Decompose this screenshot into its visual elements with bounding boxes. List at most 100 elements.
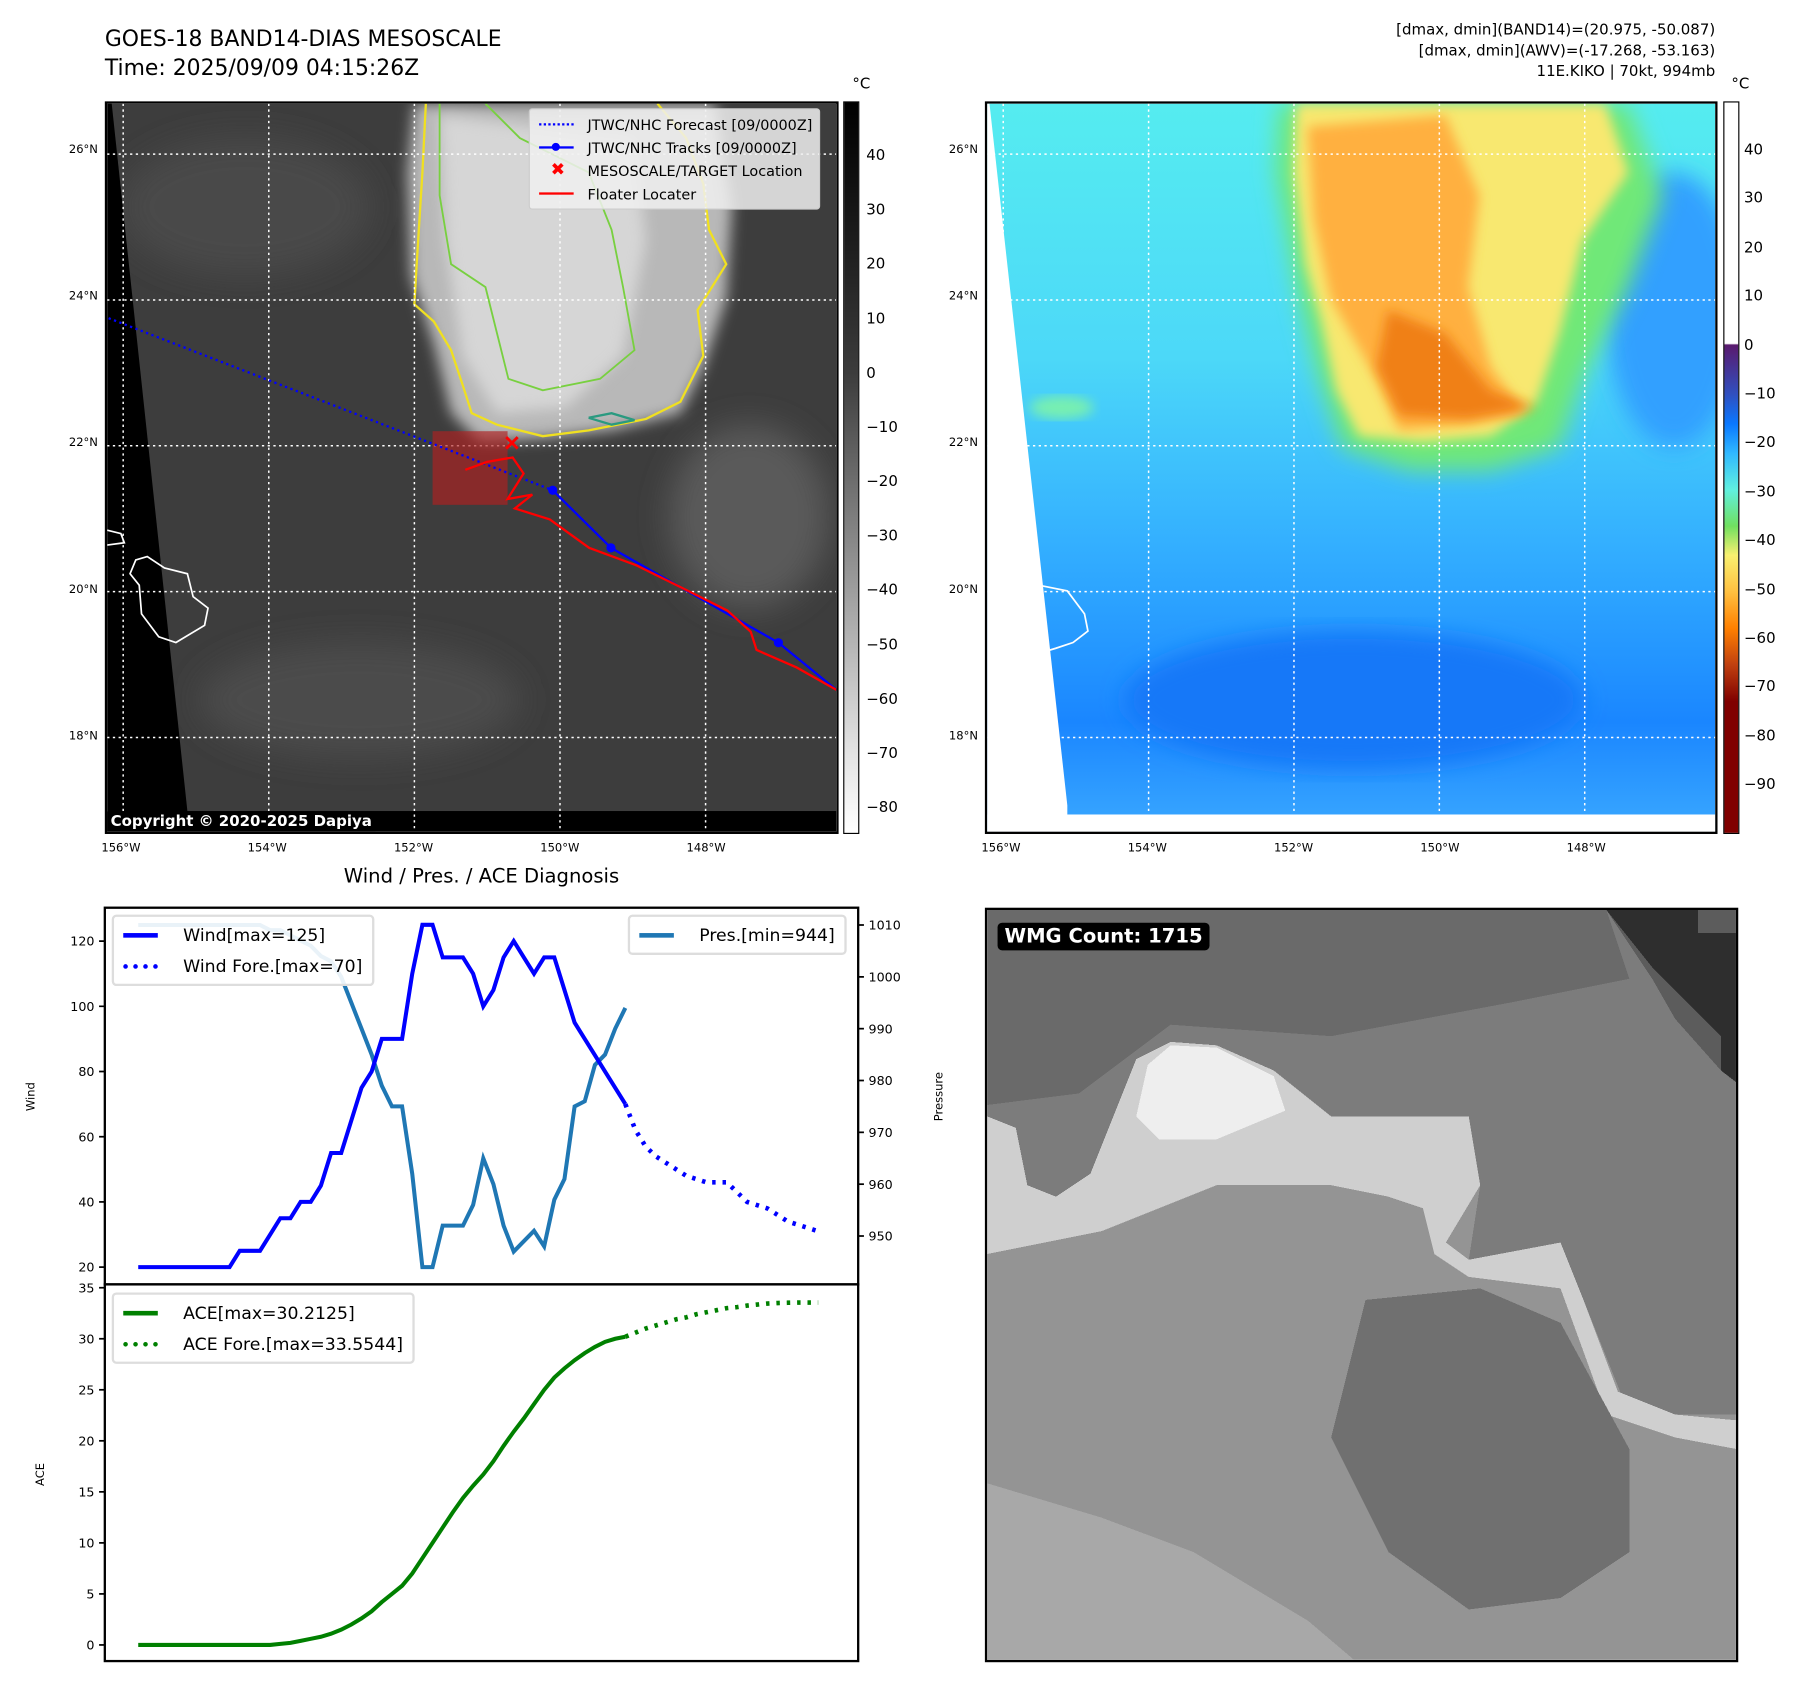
latitude-label: 24°N — [948, 290, 978, 304]
latitude-label: 18°N — [948, 730, 978, 743]
longitude-label: 152°W — [393, 842, 434, 855]
legend-label: JTWC/NHC Forecast [09/0000Z] — [587, 115, 813, 134]
dark-blob — [1331, 1288, 1630, 1610]
colorbar2-tick: 10 — [1744, 288, 1764, 306]
cloud-orange — [1307, 115, 1526, 431]
legend-label: ACE Fore.[max=33.5544] — [183, 1333, 403, 1355]
colorbar1-tick: −60 — [866, 690, 898, 709]
dotted-line-icon — [123, 1341, 158, 1347]
latitude-label: 26°N — [948, 143, 978, 157]
band14-imagery — [107, 103, 837, 832]
pressure-tick: 1010 — [869, 918, 901, 933]
ace-tick: 30 — [78, 1331, 94, 1346]
wind-axis-label: Wind — [24, 1082, 38, 1111]
colorbar1-tick: −10 — [866, 419, 898, 437]
colorbar1-tick: 40 — [866, 147, 886, 165]
wind-tick: 40 — [78, 1195, 94, 1210]
bright-band — [987, 1041, 1736, 1449]
track-point — [548, 485, 558, 495]
line-dot-icon — [537, 139, 576, 155]
colorbar2-tick: 30 — [1744, 190, 1764, 208]
colorbar2-tick: −80 — [1744, 727, 1776, 746]
track-point — [606, 543, 616, 553]
longitude-label: 150°W — [1420, 842, 1460, 855]
dotted-line-icon — [537, 116, 576, 132]
latitude-label: 22°N — [68, 437, 98, 450]
hawaii-coastline — [107, 529, 209, 644]
legend-label: Wind[max=125] — [183, 924, 326, 946]
forecast-track — [108, 317, 554, 492]
latitude-label: 20°N — [68, 583, 98, 597]
band14-stats: [dmax, dmin](BAND14)=(20.975, -50.087) — [1396, 21, 1716, 40]
ace-tick: 35 — [78, 1280, 94, 1295]
ace-fore-line — [624, 1300, 819, 1339]
longitude-label: 150°W — [540, 842, 580, 855]
black-corner — [1606, 910, 1736, 1083]
colorbar1-tick: 10 — [866, 310, 886, 328]
pressure-axis-label: Pressure — [931, 1072, 944, 1121]
awv-map — [984, 101, 1718, 834]
tracks — [108, 317, 837, 692]
legend-label: Floater Locater — [587, 184, 697, 203]
colorbar1-tick: 0 — [866, 364, 876, 383]
awv-colorbar — [1723, 101, 1740, 834]
legend-floater: Floater Locater — [537, 182, 813, 205]
colorbar2-tick: −10 — [1744, 385, 1776, 404]
ace-tick: 10 — [78, 1535, 94, 1550]
ace-legend: ACE[max=30.2125] ACE Fore.[max=33.5544] — [111, 1292, 415, 1364]
wmg-imagery — [987, 910, 1736, 1660]
pressure-tick: 990 — [869, 1021, 893, 1036]
red-line-icon — [537, 185, 576, 201]
small-cloud — [1029, 396, 1094, 419]
longitude-label: 152°W — [1274, 842, 1314, 855]
no-data-bottom — [987, 814, 1716, 832]
legend-forecast: JTWC/NHC Forecast [09/0000Z] — [537, 113, 813, 136]
legend-target: ✖ MESOSCALE/TARGET Location — [537, 159, 813, 182]
colorbar1-unit: °C — [852, 76, 871, 94]
legend-label: JTWC/NHC Tracks [09/0000Z] — [587, 138, 797, 157]
colorbar2-tick: −60 — [1744, 630, 1776, 648]
colorbar2-tick: 0 — [1744, 337, 1754, 355]
track-point — [773, 638, 783, 648]
wind-legend: Wind[max=125] Wind Fore.[max=70] — [111, 914, 374, 987]
latitude-label: 18°N — [68, 730, 98, 743]
wind-tick: 60 — [78, 1129, 94, 1144]
latitude-label: 24°N — [68, 290, 98, 304]
awv-imagery — [987, 103, 1716, 832]
pressure-tick: 980 — [869, 1073, 893, 1088]
wind-tick: 20 — [78, 1260, 94, 1275]
wind-tick: 100 — [70, 999, 94, 1014]
colorbar2-unit: °C — [1731, 76, 1750, 94]
legend-label: Pres.[min=944] — [699, 924, 835, 946]
wind-tick: 80 — [78, 1064, 94, 1079]
yellow-contour — [413, 103, 728, 438]
pressure-tick: 960 — [869, 1177, 893, 1192]
wind-line — [138, 922, 628, 1270]
colorbar2-tick: −30 — [1744, 483, 1776, 501]
band14-colorbar — [843, 101, 860, 834]
no-data-left — [987, 103, 1068, 832]
target-x-marker — [505, 436, 519, 450]
wind-tick: 120 — [70, 934, 94, 949]
solid-line-icon — [123, 932, 158, 938]
longitude-label: 156°W — [981, 842, 1021, 855]
wmg-count-badge: WMG Count: 1715 — [997, 922, 1210, 951]
no-data-left — [107, 103, 188, 832]
bottom-left-light — [987, 1483, 1355, 1660]
legend-label: ACE[max=30.2125] — [183, 1302, 355, 1323]
stats-block: [dmax, dmin](BAND14)=(20.975, -50.087) [… — [1396, 21, 1715, 83]
upper-region — [987, 910, 1736, 1415]
colorbar2-tick: 20 — [1744, 239, 1764, 257]
band14-map: Copyright © 2020-2025 Dapiya JTWC/NHC Fo… — [104, 101, 839, 834]
ace-line — [138, 1334, 626, 1647]
x-marker-icon: ✖ — [550, 158, 566, 180]
wmg-panel: WMG Count: 1715 — [984, 907, 1739, 1663]
ace-tick: 0 — [86, 1638, 94, 1653]
ace-tick: 15 — [78, 1484, 94, 1499]
longitude-label: 156°W — [101, 842, 141, 855]
legend-wind: Wind[max=125] — [123, 919, 362, 950]
colorbar1-tick: −30 — [866, 527, 898, 546]
awv-stats: [dmax, dmin](AWV)=(-17.268, -53.163) — [1418, 42, 1716, 60]
solid-line-icon — [639, 932, 674, 938]
pressure-tick: 950 — [869, 1229, 893, 1244]
